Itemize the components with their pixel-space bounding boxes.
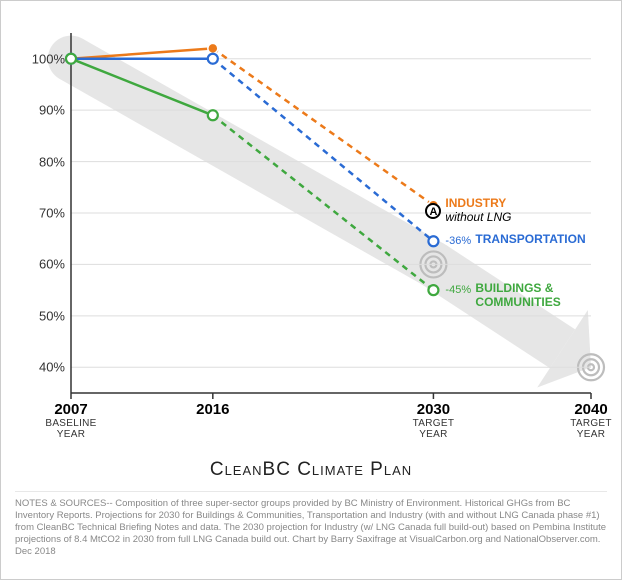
series-label: INDUSTRYwithout LNG [445,197,511,225]
y-tick-label: 100% [25,51,65,66]
series-marker [208,43,218,53]
x-tick-label: 2016 [173,401,253,418]
chart-title: CleanBC Climate Plan [15,459,607,481]
series-pct-label: -45% [445,284,471,296]
series-label: TRANSPORTATION [475,233,585,247]
x-tick-label: 2007BASELINEYEAR [31,401,111,440]
x-tick-label: 2040TARGETYEAR [551,401,622,440]
y-tick-label: 60% [25,257,65,272]
series-label: BUILDINGS &COMMUNITIES [475,282,560,310]
y-tick-label: 80% [25,154,65,169]
annotation-a-badge: A [425,203,441,219]
y-tick-label: 90% [25,103,65,118]
x-tick-label: 2030TARGETYEAR [393,401,473,440]
notes-text: NOTES & SOURCES-- Composition of three s… [15,491,607,557]
y-tick-label: 50% [25,308,65,323]
y-tick-label: 40% [25,360,65,375]
series-marker [208,54,218,64]
series-marker [208,110,218,120]
chart-frame: 40% 50% 60% 70% 80% 90% 100% 2007BASELINEYEAR 20… [0,0,622,580]
series-pct-label: -36% [445,235,471,247]
series-marker [66,54,76,64]
series-marker [428,285,438,295]
y-tick-label: 70% [25,206,65,221]
series-marker [428,236,438,246]
chart-area: 40% 50% 60% 70% 80% 90% 100% 2007BASELINEYEAR 20… [15,13,607,453]
